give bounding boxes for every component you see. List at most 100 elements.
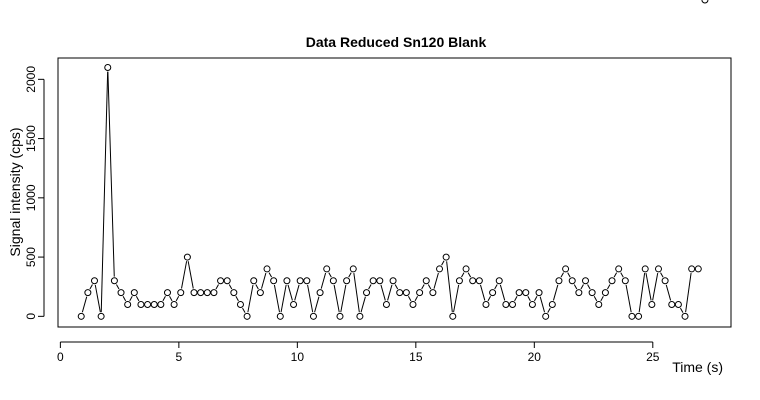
series-segment — [268, 272, 273, 278]
series-segment — [479, 284, 486, 301]
data-point — [701, 0, 709, 4]
series-segment — [461, 272, 465, 278]
data-point — [681, 312, 689, 320]
data-point — [349, 265, 357, 273]
chart-title: Data Reduced Sn120 Blank — [306, 34, 487, 50]
series-segment — [441, 260, 445, 266]
series-segment — [215, 284, 219, 290]
data-point — [197, 289, 205, 297]
series-segment — [129, 296, 133, 302]
series-segment — [242, 307, 246, 313]
series-segment — [573, 284, 578, 290]
series-segment — [552, 284, 559, 301]
series-segment — [314, 296, 320, 313]
data-point — [343, 277, 351, 285]
series-segment — [560, 272, 564, 278]
series-segment — [116, 284, 120, 290]
data-point — [250, 277, 258, 285]
data-point — [217, 277, 225, 285]
data-point — [163, 289, 171, 297]
series-segment — [638, 273, 646, 313]
data-point — [595, 300, 603, 308]
series-segment — [567, 272, 571, 278]
data-point — [562, 265, 570, 273]
series-segment — [680, 307, 684, 313]
series-segment — [294, 284, 300, 301]
series-segment — [660, 272, 664, 278]
data-point — [668, 300, 676, 308]
data-point — [183, 253, 191, 261]
data-point — [674, 300, 682, 308]
series-segment — [587, 284, 591, 290]
series-line — [81, 71, 692, 313]
data-point — [535, 289, 543, 297]
series-segment — [169, 296, 173, 302]
data-point — [475, 277, 483, 285]
data-point — [243, 312, 251, 320]
data-point — [296, 277, 304, 285]
series-segment — [287, 284, 293, 301]
series-segment — [247, 284, 254, 313]
data-point — [455, 277, 463, 285]
series-segment — [81, 296, 88, 313]
series-segment — [320, 272, 327, 289]
y-tick-label: 1500 — [24, 125, 38, 152]
data-point — [230, 289, 238, 297]
data-point — [84, 289, 92, 297]
data-point — [568, 277, 576, 285]
data-point — [309, 312, 317, 320]
data-point — [648, 300, 656, 308]
series-segment — [360, 296, 366, 313]
data-point — [376, 277, 384, 285]
y-tick-label: 2000 — [24, 66, 38, 93]
data-point — [150, 300, 158, 308]
series-segment — [181, 261, 188, 289]
data-point — [110, 277, 118, 285]
data-point — [654, 265, 662, 273]
series-segment — [94, 284, 101, 313]
data-point — [588, 289, 596, 297]
series-segment — [539, 296, 546, 313]
series-segment — [387, 284, 393, 301]
data-point — [515, 289, 523, 297]
series-segment — [107, 71, 115, 277]
data-point — [601, 289, 609, 297]
series-segment — [394, 284, 399, 290]
data-point — [628, 312, 636, 320]
y-tick-label: 500 — [24, 247, 38, 267]
data-point — [615, 265, 623, 273]
data-point — [509, 300, 517, 308]
series-segment — [273, 284, 281, 313]
series-segment — [162, 296, 166, 302]
data-point — [581, 277, 589, 285]
data-point — [661, 277, 669, 285]
series-segment — [228, 284, 233, 290]
x-tick-label: 25 — [646, 350, 660, 364]
x-tick-label: 15 — [409, 350, 423, 364]
data-point — [144, 300, 152, 308]
x-tick-label: 20 — [528, 350, 542, 364]
data-point — [528, 300, 536, 308]
series-segment — [433, 272, 439, 289]
data-point — [97, 312, 105, 320]
data-point — [382, 300, 390, 308]
series-segment — [494, 284, 498, 290]
series-segment — [122, 296, 127, 302]
series-segment — [620, 272, 624, 278]
data-point — [555, 277, 563, 285]
series-segment — [255, 284, 259, 290]
series-segment — [340, 284, 347, 313]
data-point — [416, 289, 424, 297]
data-point — [323, 265, 331, 273]
data-point — [449, 312, 457, 320]
series-segment — [135, 296, 140, 302]
data-point — [621, 277, 629, 285]
data-point — [409, 300, 417, 308]
data-point — [290, 300, 298, 308]
data-point — [130, 289, 138, 297]
data-point — [422, 277, 430, 285]
data-point — [336, 312, 344, 320]
data-point — [402, 289, 410, 297]
data-point — [137, 300, 145, 308]
y-tick-label: 1000 — [24, 184, 38, 211]
